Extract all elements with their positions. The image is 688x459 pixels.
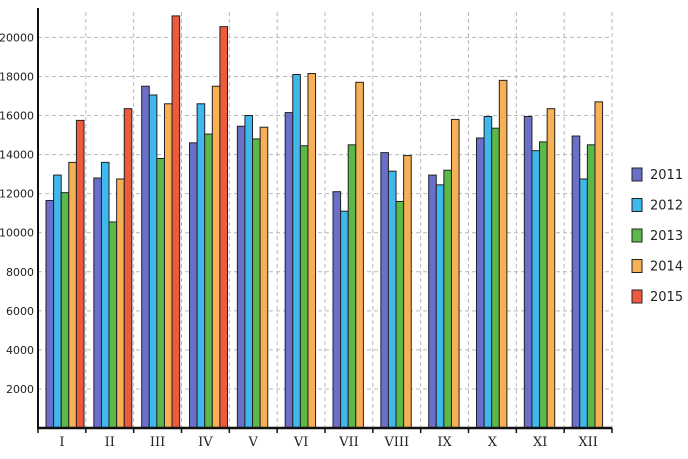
bar-2013-X <box>491 127 500 429</box>
x-tick-label: XII <box>578 435 598 450</box>
bar-2013-II <box>108 221 118 429</box>
bar-2012-V <box>244 115 254 429</box>
y-tick-label: 20000 <box>0 31 34 44</box>
bar-2012-XII <box>579 178 588 429</box>
y-tick-label: 14000 <box>0 149 34 162</box>
y-tick-label: 2000 <box>6 383 34 396</box>
bar-2014-IV <box>211 85 221 429</box>
y-tick-label: 12000 <box>0 188 34 201</box>
bar-2012-X <box>483 115 493 429</box>
bar-2011-VII <box>332 191 342 429</box>
bar-2014-X <box>498 79 508 429</box>
bar-2011-I <box>45 199 55 429</box>
bar-2012-I <box>53 174 62 429</box>
bar-2011-XII <box>571 135 581 429</box>
bar-2011-III <box>141 85 150 429</box>
bar-2013-VIII <box>395 200 405 429</box>
legend-label-2012: 2012 <box>650 199 683 214</box>
legend-label-2015: 2015 <box>650 290 683 305</box>
bar-2013-IX <box>443 169 452 429</box>
bar-2012-XI <box>531 150 541 429</box>
bars <box>45 15 604 429</box>
bar-2013-III <box>156 157 165 429</box>
legend-swatch-2014 <box>631 259 643 273</box>
bar-2013-V <box>252 138 261 429</box>
bar-2012-III <box>148 94 158 429</box>
legend-label-2014: 2014 <box>650 260 683 275</box>
x-tick-label: IX <box>437 435 452 450</box>
x-tick-label: X <box>488 435 498 450</box>
x-tick-label: IV <box>198 435 213 450</box>
x-tick-label: VIII <box>383 435 409 450</box>
y-tick-label: 4000 <box>6 344 34 357</box>
bar-2011-VI <box>284 112 294 429</box>
bar-2014-VI <box>307 73 317 429</box>
bar-2013-XI <box>539 141 548 429</box>
legend-label-2011: 2011 <box>650 168 683 183</box>
x-tick-label: XI <box>533 435 547 450</box>
bar-2012-IX <box>435 184 445 429</box>
bar-2013-I <box>60 192 70 429</box>
x-tick-label: VII <box>338 435 359 450</box>
bar-2011-VIII <box>380 152 389 429</box>
bar-2014-V <box>259 126 269 429</box>
bar-2014-II <box>116 178 125 429</box>
y-tick-label: 6000 <box>6 305 34 318</box>
bar-2011-IX <box>428 174 437 429</box>
bar-2011-II <box>93 177 102 429</box>
bar-2012-II <box>100 161 110 429</box>
bar-2014-XI <box>546 108 556 429</box>
x-tick-label: I <box>59 435 64 450</box>
bar-2012-VII <box>340 210 349 429</box>
bar-2015-I <box>75 119 85 429</box>
bar-2011-IV <box>189 142 198 429</box>
legend-swatch-2011 <box>631 167 643 182</box>
grid-lines <box>38 12 613 428</box>
x-tick-label: II <box>105 435 115 450</box>
y-tick-label: 18000 <box>0 70 34 83</box>
axis-labels: 2000 4000 6000 8000 10000 12000 14000 16000 1800… <box>0 31 598 450</box>
bar-2012-IV <box>196 103 206 429</box>
bar-2011-X <box>476 137 485 429</box>
x-tick-label: III <box>150 435 165 450</box>
bar-2015-II <box>123 108 133 429</box>
legend-swatch-2015 <box>631 289 643 304</box>
legend-swatch-2012 <box>631 198 643 212</box>
legend: 2011 2012 2013 2014 2015 <box>631 167 683 305</box>
legend-swatch-2013 <box>631 228 643 243</box>
bar-2011-XI <box>523 115 533 429</box>
x-tick-label: V <box>248 435 259 450</box>
bar-2011-V <box>236 125 246 429</box>
bar-2013-VII <box>347 144 357 429</box>
y-tick-label: 10000 <box>0 227 34 240</box>
x-tick-label: VI <box>293 435 309 450</box>
bar-2014-VII <box>355 81 364 429</box>
bar-2014-XII <box>594 101 604 429</box>
bar-2013-IV <box>204 133 213 429</box>
bar-2013-VI <box>299 145 309 429</box>
bar-2012-VIII <box>387 170 397 429</box>
bar-2013-XII <box>586 144 596 429</box>
legend-label-2013: 2013 <box>650 229 683 244</box>
bar-2015-IV <box>219 26 228 429</box>
bar-2014-I <box>68 161 77 429</box>
bar-2015-III <box>171 15 181 429</box>
y-tick-label: 16000 <box>0 110 34 123</box>
y-tick-label: 8000 <box>6 266 34 279</box>
bar-2014-IX <box>450 118 460 429</box>
axes <box>37 8 613 433</box>
bar-2014-VIII <box>403 155 412 429</box>
bar-2012-VI <box>292 73 301 429</box>
bar-2014-III <box>163 103 173 429</box>
